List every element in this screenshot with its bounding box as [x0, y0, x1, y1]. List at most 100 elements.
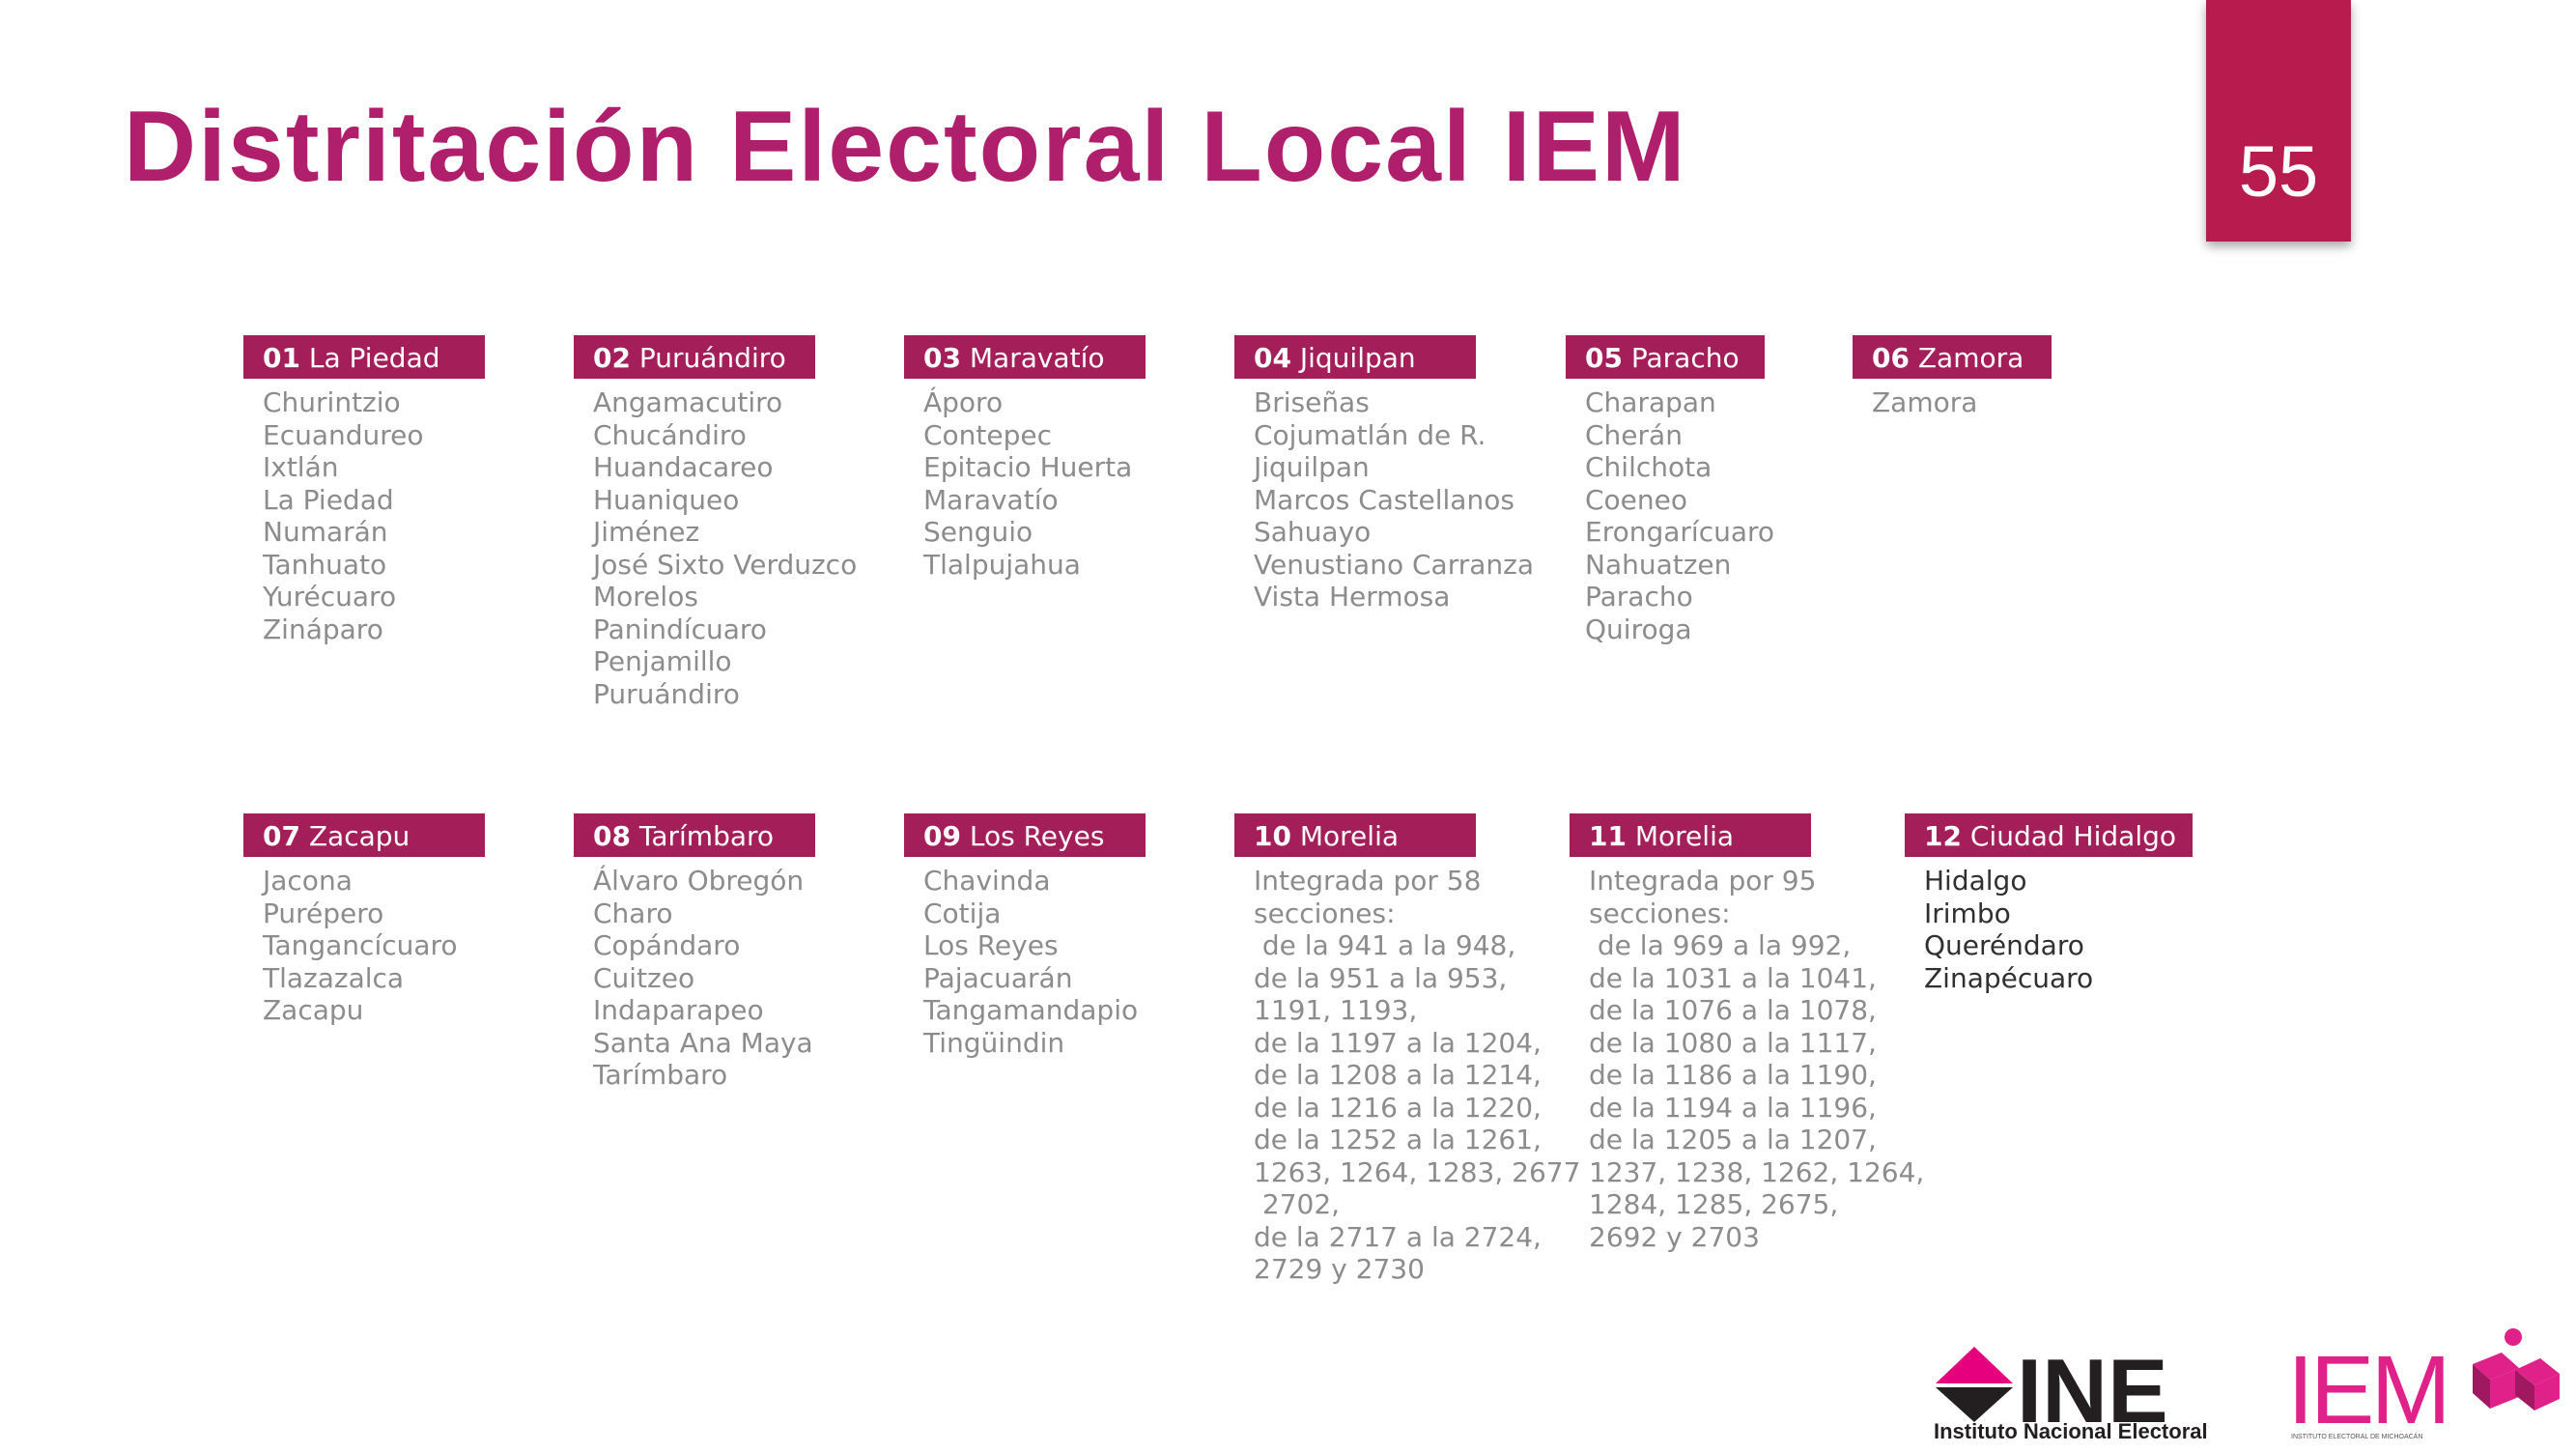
logos-graphic: INE Instituto Nacional Electoral IEM INS…	[1934, 1187, 2562, 1444]
page-number: 55	[2238, 131, 2319, 212]
list-item: Santa Ana Maya	[593, 1026, 813, 1059]
municipality-list: Angamacutiro Chucándiro Huandacareo Huaniqu…	[574, 386, 857, 710]
list-item: Numarán	[263, 516, 388, 548]
list-item: secciones:	[1254, 897, 1396, 929]
ine-logo-text: INE	[2017, 1340, 2168, 1441]
list-item: secciones:	[1589, 897, 1731, 929]
district-header: 02 Puruándiro	[574, 335, 815, 379]
list-item: de la 951 a la 953,	[1254, 961, 1508, 994]
district-header: 03 Maravatío	[904, 335, 1146, 379]
district-header: 10 Morelia	[1234, 813, 1476, 857]
list-item: Chucándiro	[593, 418, 747, 451]
list-item: Chilchota	[1585, 451, 1713, 483]
ine-logo: INE Instituto Nacional Electoral	[1934, 1340, 2208, 1443]
list-item: Paracho	[1585, 581, 1693, 613]
list-item: 1191, 1193,	[1254, 994, 1418, 1026]
district-04: 04 Jiquilpan Briseñas Cojumatlán de R. Jiq…	[1234, 335, 1534, 613]
list-item: Charapan	[1585, 386, 1716, 418]
list-item: Los Reyes	[923, 929, 1059, 961]
list-item: Epitacio Huerta	[923, 451, 1133, 483]
list-item: Yurécuaro	[263, 581, 397, 613]
list-item: La Piedad	[263, 483, 394, 516]
district-02: 02 Puruándiro Angamacutiro Chucándiro Huan…	[574, 335, 857, 710]
list-item: Coeneo	[1585, 483, 1688, 516]
list-item: Copándaro	[593, 929, 741, 961]
list-item: Venustiano Carranza	[1254, 548, 1534, 581]
list-item: 1237, 1238, 1262, 1264,	[1589, 1155, 1925, 1188]
district-01: 01 La Piedad Churintzio Ecuandureo Ixtlán L…	[243, 335, 485, 645]
list-item: Quiroga	[1585, 613, 1692, 645]
district-header: 06 Zamora	[1853, 335, 2052, 379]
list-item: Hidalgo	[1924, 865, 2027, 897]
list-item: 1284, 1285, 2675,	[1589, 1188, 1839, 1220]
list-item: Sahuayo	[1254, 516, 1372, 548]
ine-caption: Instituto Nacional Electoral	[1934, 1419, 2208, 1443]
list-item: Tangancícuaro	[263, 929, 458, 961]
list-item: de la 2717 a la 2724,	[1254, 1220, 1542, 1253]
list-item: 2692 y 2703	[1589, 1220, 1760, 1253]
list-item: de la 1186 a la 1190,	[1589, 1059, 1877, 1091]
municipality-list: Churintzio Ecuandureo Ixtlán La Piedad Numar…	[243, 386, 485, 645]
list-item: de la 1252 a la 1261,	[1254, 1124, 1542, 1155]
list-item: Queréndaro	[1924, 929, 2084, 961]
municipality-list: Charapan Cherán Chilchota Coeneo Erongarícua…	[1566, 386, 1774, 645]
list-item: Ecuandureo	[263, 418, 424, 451]
municipality-list: Áporo Contepec Epitacio Huerta Maravatío Sen…	[904, 386, 1146, 581]
list-item: Charo	[593, 897, 673, 929]
list-item: Panindícuaro	[593, 613, 767, 645]
district-11: 11 Morelia Integrada por 95 secciones: de…	[1570, 813, 1924, 1253]
district-header: 01 La Piedad	[243, 335, 485, 379]
list-item: Churintzio	[263, 386, 401, 418]
list-item: de la 1208 a la 1214,	[1254, 1059, 1542, 1091]
list-item: Tlalpujahua	[923, 548, 1081, 581]
list-item: Angamacutiro	[593, 386, 783, 418]
district-05: 05 Paracho Charapan Cherán Chilchota Coeneo…	[1566, 335, 1774, 645]
municipality-list: Briseñas Cojumatlán de R. Jiquilpan Marcos …	[1234, 386, 1534, 613]
list-item: de la 1076 a la 1078,	[1589, 994, 1877, 1026]
list-item: Áporo	[923, 386, 1004, 418]
district-10: 10 Morelia Integrada por 58 secciones: de…	[1234, 813, 1580, 1286]
ine-diamond-bottom-icon	[1936, 1387, 2013, 1422]
list-item: Erongarícuaro	[1585, 516, 1775, 548]
list-item: de la 1031 a la 1041,	[1589, 961, 1877, 994]
list-item: Puruándiro	[593, 677, 740, 710]
district-header: 05 Paracho	[1566, 335, 1765, 379]
ine-diamond-top-icon	[1936, 1347, 2013, 1383]
list-item: Nahuatzen	[1585, 548, 1732, 581]
district-header: 09 Los Reyes	[904, 813, 1146, 857]
municipality-list: Álvaro Obregón Charo Copándaro Cuitzeo Indap…	[574, 865, 815, 1092]
list-item: Cuitzeo	[593, 961, 695, 994]
list-item: de la 969 a la 992,	[1589, 929, 1852, 961]
municipality-list: Chavinda Cotija Los Reyes Pajacuarán Tangama…	[904, 865, 1146, 1059]
list-item: Penjamillo	[593, 645, 732, 677]
list-item: Indaparapeo	[593, 994, 764, 1026]
list-item: de la 1216 a la 1220,	[1254, 1091, 1542, 1124]
list-item: de la 1197 a la 1204,	[1254, 1026, 1542, 1059]
list-item: Senguio	[923, 516, 1033, 548]
district-12: 12 Ciudad Hidalgo Hidalgo Irimbo Queréndar…	[1905, 813, 2193, 994]
municipality-list: Integrada por 58 secciones: de la 941 a l…	[1234, 865, 1580, 1286]
list-item: Tingüindin	[923, 1026, 1065, 1059]
list-item: Huaniqueo	[593, 483, 740, 516]
list-item: Pajacuarán	[923, 961, 1073, 994]
iem-logo-text: IEM	[2287, 1336, 2448, 1444]
municipality-list: Hidalgo Irimbo Queréndaro Zinapécuaro	[1905, 865, 2193, 994]
list-item: Jiquilpan	[1254, 451, 1370, 483]
list-item: Marcos Castellanos	[1254, 483, 1514, 516]
list-item: Tarímbaro	[593, 1059, 728, 1091]
list-item: Cojumatlán de R.	[1254, 418, 1486, 451]
municipality-list: Zamora	[1853, 386, 2052, 419]
list-item: Ixtlán	[263, 451, 339, 483]
municipality-list: Jacona Purépero Tangancícuaro Tlazazalca Zac…	[243, 865, 485, 1027]
municipality-list: Integrada por 95 secciones: de la 969 a l…	[1570, 865, 1924, 1253]
iem-caption: INSTITUTO ELECTORAL DE MICHOACÁN	[2291, 1432, 2422, 1440]
list-item: Irimbo	[1924, 897, 2011, 929]
list-item: Vista Hermosa	[1254, 581, 1451, 613]
district-08: 08 Tarímbaro Álvaro Obregón Charo Copándar…	[574, 813, 815, 1092]
list-item: Tlazazalca	[263, 961, 405, 994]
list-item: 2729 y 2730	[1254, 1253, 1425, 1285]
list-item: de la 1205 a la 1207,	[1589, 1124, 1877, 1155]
list-item: 2702,	[1254, 1188, 1341, 1220]
list-item: Integrada por 58	[1254, 865, 1482, 897]
list-item: Cotija	[923, 897, 1002, 929]
